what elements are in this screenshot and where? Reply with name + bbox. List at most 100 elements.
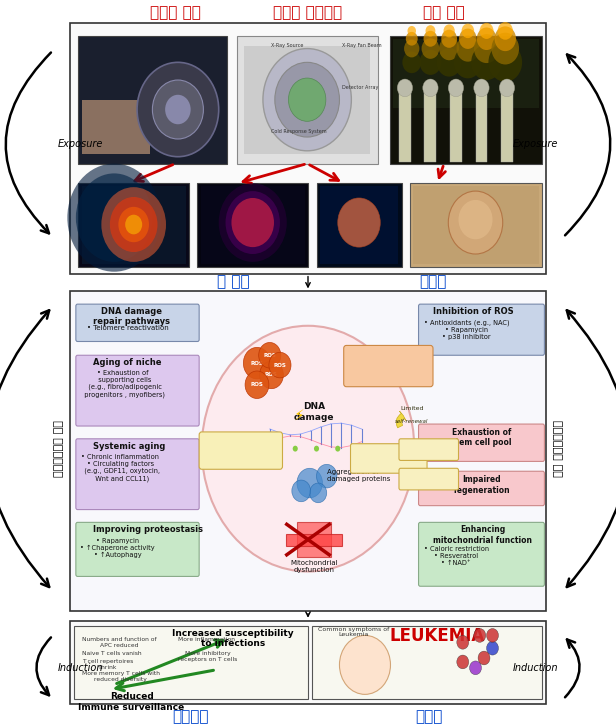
Text: 면역노화: 면역노화 bbox=[172, 709, 209, 724]
Circle shape bbox=[448, 79, 464, 97]
Circle shape bbox=[408, 26, 416, 36]
Bar bbox=[82, 100, 150, 153]
Circle shape bbox=[263, 49, 351, 150]
Circle shape bbox=[426, 25, 436, 36]
Circle shape bbox=[459, 28, 477, 49]
Circle shape bbox=[275, 63, 339, 137]
Bar bbox=[399, 88, 411, 161]
Circle shape bbox=[474, 34, 499, 63]
Bar bbox=[320, 186, 398, 264]
Text: Detector Array: Detector Array bbox=[342, 85, 378, 90]
Text: • Telomere reactivation: • Telomere reactivation bbox=[87, 325, 169, 331]
Circle shape bbox=[102, 187, 166, 262]
FancyBboxPatch shape bbox=[399, 439, 458, 460]
Bar bbox=[286, 534, 342, 546]
Circle shape bbox=[500, 79, 514, 97]
Circle shape bbox=[419, 49, 441, 75]
FancyBboxPatch shape bbox=[76, 356, 199, 426]
Circle shape bbox=[317, 465, 337, 488]
Circle shape bbox=[488, 43, 522, 82]
FancyBboxPatch shape bbox=[76, 523, 199, 577]
Bar bbox=[424, 88, 436, 161]
Text: 조혈줄기세포 노화: 조혈줄기세포 노화 bbox=[552, 420, 562, 477]
Bar bbox=[450, 88, 462, 161]
Ellipse shape bbox=[201, 326, 415, 571]
Text: Enhancing
mitochondrial function: Enhancing mitochondrial function bbox=[433, 526, 532, 545]
Text: X-Ray Source: X-Ray Source bbox=[272, 43, 304, 48]
Text: ROS: ROS bbox=[263, 353, 276, 358]
Circle shape bbox=[338, 198, 380, 247]
FancyBboxPatch shape bbox=[418, 304, 545, 356]
Text: Senescence: Senescence bbox=[408, 443, 450, 449]
Circle shape bbox=[397, 79, 413, 97]
Text: Improving proteostasis: Improving proteostasis bbox=[93, 526, 203, 534]
Bar bbox=[476, 88, 487, 161]
Circle shape bbox=[495, 26, 516, 51]
Circle shape bbox=[423, 79, 438, 97]
Circle shape bbox=[421, 39, 439, 59]
Text: ROS: ROS bbox=[251, 382, 264, 387]
Circle shape bbox=[269, 353, 291, 378]
Bar bbox=[391, 36, 542, 164]
Text: More inflammation: More inflammation bbox=[178, 638, 235, 643]
Circle shape bbox=[457, 655, 469, 669]
FancyBboxPatch shape bbox=[418, 424, 545, 462]
Circle shape bbox=[471, 44, 502, 80]
Circle shape bbox=[297, 468, 322, 498]
Circle shape bbox=[357, 446, 362, 451]
Text: 임산부: 임산부 bbox=[419, 275, 447, 289]
Text: Reduced/adverse
interaction with
the niche: Reduced/adverse interaction with the nic… bbox=[214, 436, 268, 452]
Circle shape bbox=[310, 483, 326, 502]
Text: Common symptoms of
Leukemia: Common symptoms of Leukemia bbox=[318, 627, 389, 638]
Bar bbox=[501, 88, 513, 161]
Text: Limited: Limited bbox=[400, 406, 423, 411]
Text: 컴퓨터 단층촬영: 컴퓨터 단층촬영 bbox=[274, 5, 342, 20]
FancyBboxPatch shape bbox=[199, 432, 283, 469]
Text: Apoptosis: Apoptosis bbox=[411, 473, 446, 478]
Text: Induction: Induction bbox=[513, 663, 558, 672]
Circle shape bbox=[165, 95, 191, 124]
Circle shape bbox=[152, 80, 203, 139]
Text: ROS: ROS bbox=[274, 363, 286, 368]
Bar bbox=[244, 46, 370, 153]
Text: • Rapamycin
• ↑Chaperone activity
• ↑Autophagy: • Rapamycin • ↑Chaperone activity • ↑Aut… bbox=[80, 538, 155, 558]
FancyBboxPatch shape bbox=[399, 468, 458, 490]
Circle shape bbox=[402, 52, 421, 73]
Bar bbox=[70, 621, 546, 704]
Circle shape bbox=[110, 197, 158, 252]
Text: T cell repertoires
shrink: T cell repertoires shrink bbox=[82, 659, 133, 670]
Text: 암 환자: 암 환자 bbox=[217, 275, 249, 289]
Text: • Chronic inflammation
• Circulating factors
  (e.g., GDF11, oxytocin,
  Wnt and: • Chronic inflammation • Circulating fac… bbox=[80, 454, 160, 481]
Circle shape bbox=[219, 183, 286, 262]
Bar bbox=[413, 186, 539, 264]
Text: Exposure: Exposure bbox=[513, 139, 558, 149]
Text: Cold Response System: Cold Response System bbox=[272, 129, 327, 134]
Circle shape bbox=[118, 206, 149, 242]
Circle shape bbox=[67, 164, 161, 272]
FancyArrowPatch shape bbox=[396, 411, 406, 427]
Text: Exposure: Exposure bbox=[58, 139, 103, 149]
Bar bbox=[70, 292, 546, 611]
FancyBboxPatch shape bbox=[76, 304, 199, 342]
Text: Inhibition of ROS: Inhibition of ROS bbox=[433, 307, 514, 316]
Circle shape bbox=[259, 361, 283, 389]
Text: 조혈줄기세포 노화: 조혈줄기세포 노화 bbox=[54, 420, 64, 477]
Text: self-renewal: self-renewal bbox=[395, 419, 428, 424]
Circle shape bbox=[314, 446, 319, 451]
Text: Epigenetic
alterations: Epigenetic alterations bbox=[370, 448, 408, 461]
Circle shape bbox=[478, 651, 490, 665]
Circle shape bbox=[480, 23, 493, 39]
Circle shape bbox=[424, 31, 437, 47]
Bar bbox=[201, 186, 304, 264]
Circle shape bbox=[137, 63, 219, 157]
FancyBboxPatch shape bbox=[76, 439, 199, 510]
Circle shape bbox=[272, 446, 277, 451]
Circle shape bbox=[441, 30, 457, 48]
Bar bbox=[393, 39, 539, 108]
FancyBboxPatch shape bbox=[351, 443, 427, 473]
Circle shape bbox=[125, 214, 142, 234]
Text: • Exhaustion of
  supporting cells
  (e.g., fibro/adipogenic
  progenitors , myo: • Exhaustion of supporting cells (e.g., … bbox=[80, 370, 165, 398]
FancyBboxPatch shape bbox=[418, 471, 545, 506]
Circle shape bbox=[456, 36, 479, 62]
Text: 원전 사고: 원전 사고 bbox=[423, 5, 465, 20]
